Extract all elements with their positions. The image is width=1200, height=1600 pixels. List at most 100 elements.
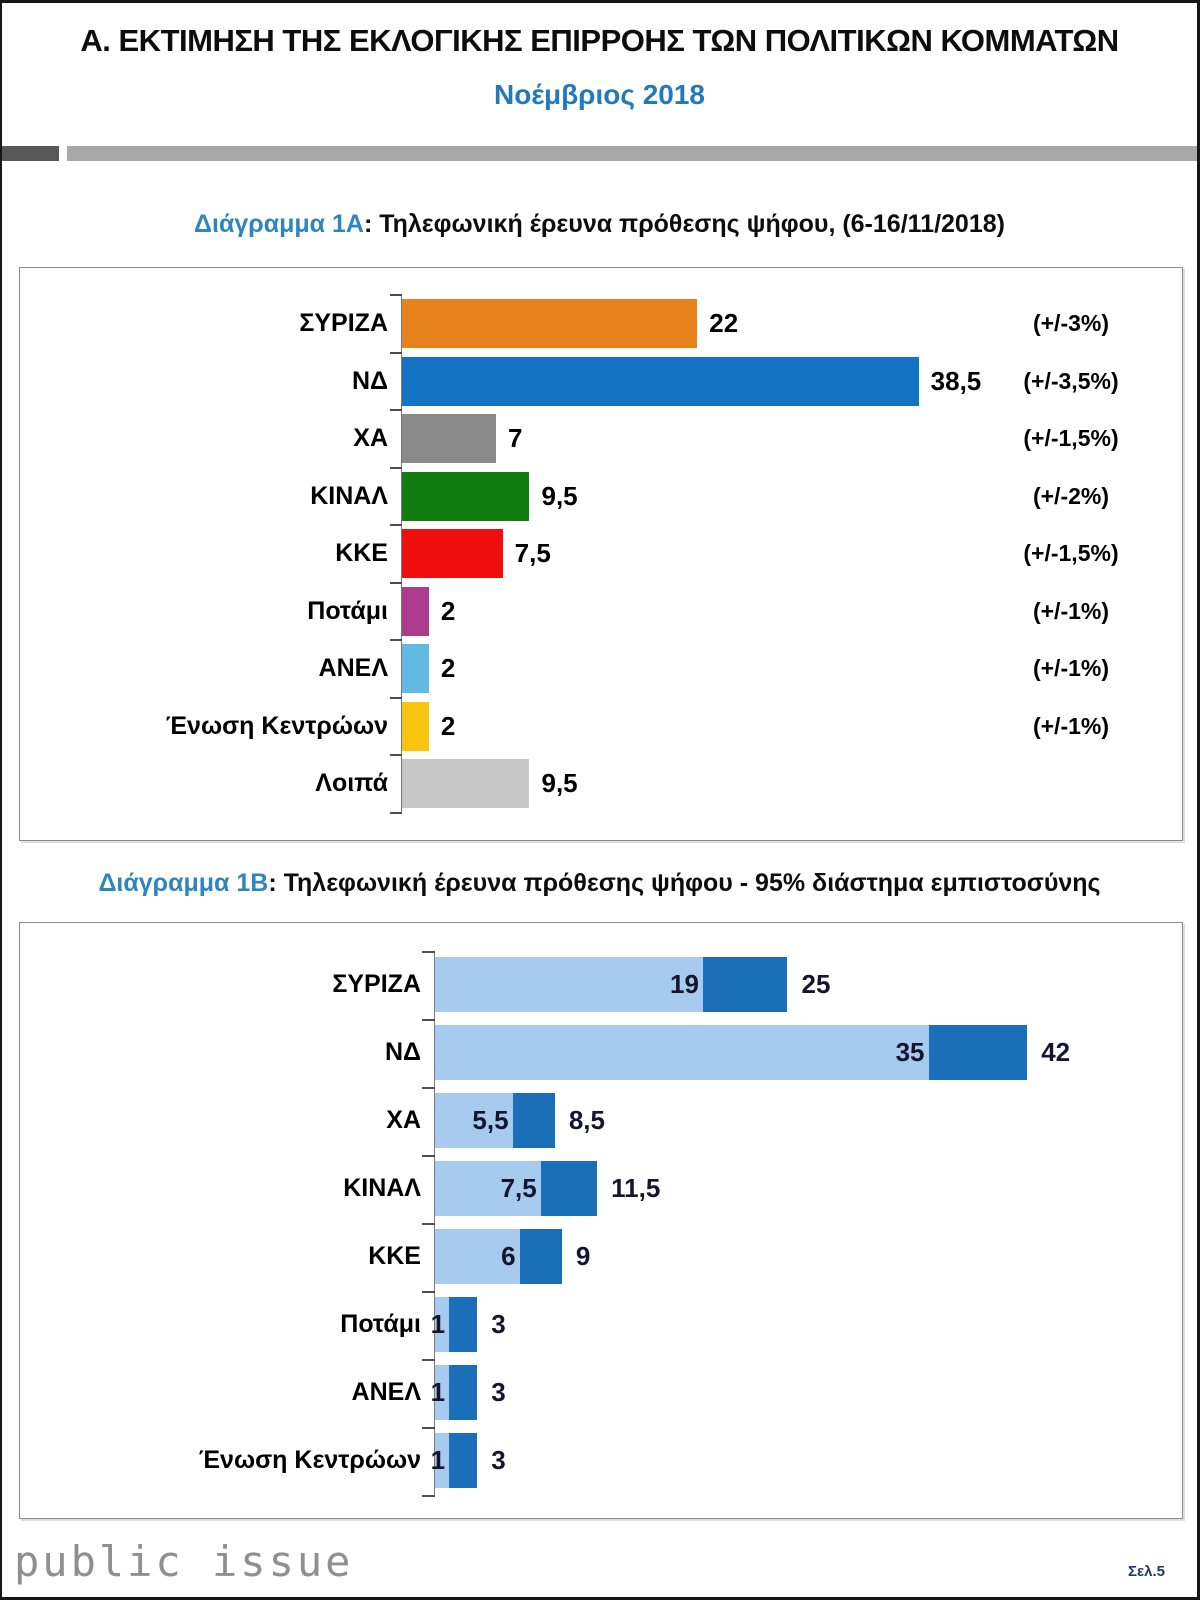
- chart-1a-title-rest: : Τηλεφωνική έρευνα πρόθεσης ψήφου, (6-1…: [363, 210, 1005, 238]
- axis-tick: [390, 524, 402, 526]
- chart-1b-title-rest: : Τηλεφωνική έρευνα πρόθεσης ψήφου - 95%…: [268, 869, 1101, 897]
- lower-bound-label: 1: [430, 1377, 446, 1407]
- value-label: 2: [440, 710, 456, 741]
- party-label: Λοιπά: [315, 769, 388, 797]
- axis-tick: [422, 1155, 435, 1157]
- upper-bound-label: 3: [491, 1309, 506, 1339]
- party-label: ΚΙΝΑΛ: [310, 481, 388, 510]
- axis-tick: [422, 1087, 435, 1089]
- lower-bound-label: 6: [501, 1241, 516, 1271]
- axis-tick: [422, 1223, 435, 1225]
- chart-1a: ΣΥΡΙΖΑ 22 (+/-3%) ΝΔ 38,5 (+/-3,5%) ΧΑ 7 (+/-1,5…: [19, 267, 1183, 841]
- party-label: ΚΚΕ: [368, 1242, 421, 1270]
- lower-bound-label: 5,5: [472, 1105, 509, 1135]
- party-label: ΝΔ: [384, 1038, 421, 1066]
- party-label: Ποτάμι: [340, 1310, 421, 1338]
- ci-lower-bar: [435, 1365, 450, 1420]
- axis-tick: [390, 294, 402, 296]
- ci-lower-bar: [435, 1025, 929, 1080]
- ci-upper-bar: [519, 1229, 562, 1284]
- value-label: 9,5: [541, 768, 578, 798]
- upper-bound-label: 25: [801, 969, 831, 999]
- ci-upper-bar: [449, 1433, 478, 1488]
- ci-upper-bar: [512, 1093, 555, 1148]
- axis-tick: [390, 351, 402, 354]
- ci-upper-bar: [540, 1161, 598, 1216]
- value-label: 38,5: [930, 365, 982, 396]
- bar: [402, 701, 429, 751]
- chart-1b: ΣΥΡΙΖΑ 19 25 ΝΔ 35 42 ΧΑ 5,5 8,5 ΚΙΝΑΛ 7,5 11,5 ΚΚΕ 6…: [19, 922, 1183, 1519]
- axis-tick: [422, 1019, 435, 1021]
- ci-lower-bar: [435, 1229, 520, 1284]
- page-subtitle: Νοέμβριος 2018: [493, 79, 705, 110]
- bar: [402, 644, 429, 693]
- party-label: ΚΙΝΑΛ: [343, 1174, 421, 1202]
- axis-tick: [390, 811, 402, 814]
- party-label: ΣΥΡΙΖΑ: [332, 970, 421, 998]
- party-label: ΧΑ: [353, 424, 388, 452]
- value-label: 2: [440, 595, 456, 626]
- ci-upper-bar: [449, 1365, 478, 1420]
- chart-1b-title-label: Διάγραμμα 1Β: [98, 869, 269, 897]
- lower-bound-label: 1: [430, 1445, 446, 1475]
- lower-bound-label: 7,5: [500, 1173, 537, 1203]
- axis-tick: [390, 754, 402, 756]
- margin-of-error-label: (+/-1,5%): [1023, 540, 1119, 566]
- upper-bound-label: 8,5: [568, 1105, 605, 1135]
- party-label: ΑΝΕΛ: [351, 1378, 421, 1406]
- ci-upper-bar: [702, 957, 788, 1012]
- ci-lower-bar: [435, 1161, 541, 1216]
- party-label: Ένωση Κεντρώων: [198, 1446, 421, 1474]
- value-label: 9,5: [541, 480, 578, 511]
- party-label: ΣΥΡΙΖΑ: [299, 309, 388, 337]
- party-label: Ένωση Κεντρώων: [165, 711, 388, 740]
- ci-upper-bar: [928, 1025, 1028, 1080]
- ci-lower-bar: [435, 1433, 450, 1488]
- party-label: Ποτάμι: [307, 596, 388, 625]
- upper-bound-label: 11,5: [611, 1173, 661, 1203]
- ci-upper-bar: [449, 1297, 478, 1352]
- bar: [402, 356, 919, 406]
- lower-bound-label: 19: [669, 969, 699, 999]
- bar: [402, 471, 530, 521]
- upper-bound-label: 3: [491, 1445, 506, 1475]
- value-label: 7,5: [514, 538, 551, 568]
- axis-tick: [390, 639, 402, 641]
- axis-tick: [422, 1291, 435, 1293]
- value-label: 7: [507, 423, 523, 453]
- axis-tick: [390, 696, 402, 699]
- party-label: ΧΑ: [386, 1106, 421, 1134]
- axis-tick: [422, 951, 435, 953]
- page-title: Α. ΕΚΤΙΜΗΣΗ ΤΗΣ ΕΚΛΟΓΙΚΗΣ ΕΠΙΡΡΟΗΣ ΤΩΝ Π…: [80, 23, 1119, 58]
- upper-bound-label: 3: [491, 1377, 506, 1407]
- bar: [402, 586, 429, 636]
- margin-of-error-label: (+/-1%): [1032, 655, 1110, 681]
- axis-tick: [422, 1427, 435, 1429]
- margin-of-error-label: (+/-3,5%): [1023, 367, 1119, 394]
- chart-1b-title: Διάγραμμα 1Β: Τηλεφωνική έρευνα πρόθεσης…: [2, 869, 1197, 898]
- axis-tick: [390, 581, 402, 584]
- party-label: ΑΝΕΛ: [318, 654, 388, 682]
- margin-of-error-label: (+/-1%): [1032, 597, 1110, 624]
- public-issue-logo: public issue: [14, 1537, 354, 1586]
- chart-1a-plot: ΣΥΡΙΖΑ 22 (+/-3%) ΝΔ 38,5 (+/-3,5%) ΧΑ 7 (+/-1,5…: [20, 268, 1182, 840]
- upper-bound-label: 42: [1041, 1037, 1071, 1067]
- chart-1a-title-label: Διάγραμμα 1Α: [194, 210, 364, 238]
- margin-of-error-label: (+/-1,5%): [1023, 425, 1119, 451]
- bar: [402, 759, 530, 808]
- axis-tick: [390, 466, 402, 469]
- chart-1b-plot: ΣΥΡΙΖΑ 19 25 ΝΔ 35 42 ΧΑ 5,5 8,5 ΚΙΝΑΛ 7,5 11,5 ΚΚΕ 6…: [20, 923, 1182, 1518]
- bar: [402, 529, 503, 578]
- upper-bound-label: 9: [575, 1241, 591, 1271]
- divider-accent: [2, 146, 59, 161]
- ci-lower-bar: [435, 957, 703, 1012]
- margin-of-error-label: (+/-3%): [1032, 310, 1110, 336]
- axis-tick: [422, 1495, 435, 1497]
- bar: [402, 299, 698, 348]
- axis-tick: [422, 1359, 435, 1361]
- chart-1a-title: Διάγραμμα 1Α: Τηλεφωνική έρευνα πρόθεσης…: [2, 210, 1197, 239]
- ci-lower-bar: [435, 1297, 450, 1352]
- margin-of-error-label: (+/-1%): [1032, 712, 1110, 739]
- y-axis-line: [401, 294, 402, 814]
